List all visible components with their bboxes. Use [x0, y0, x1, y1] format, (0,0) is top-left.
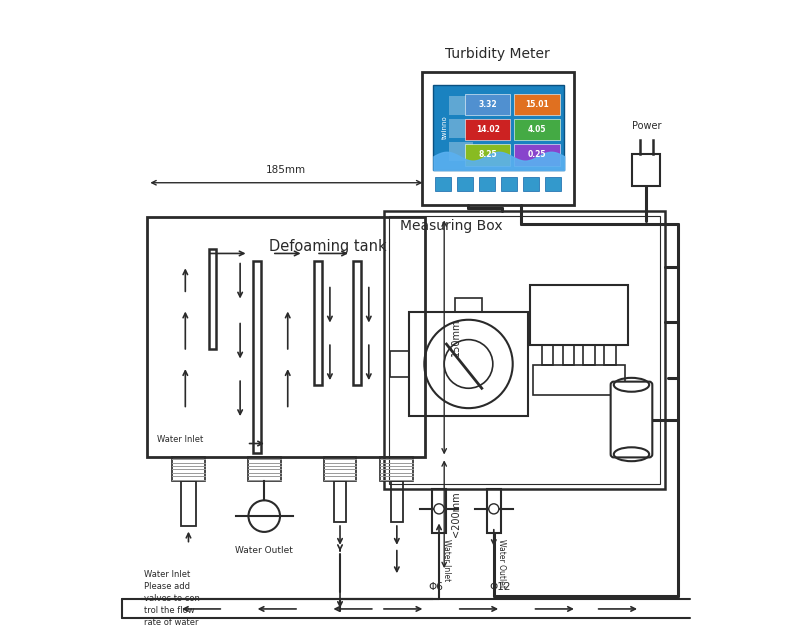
- Bar: [522, 177, 539, 191]
- Bar: [465, 119, 510, 140]
- Bar: [353, 261, 361, 385]
- Bar: [478, 177, 495, 191]
- Bar: [514, 119, 560, 140]
- Bar: [632, 155, 660, 186]
- Bar: [514, 94, 560, 115]
- Bar: [390, 482, 403, 522]
- Text: 4.05: 4.05: [528, 125, 546, 134]
- Bar: [334, 482, 346, 522]
- Circle shape: [434, 504, 444, 514]
- Text: 15.01: 15.01: [525, 100, 549, 109]
- Bar: [384, 211, 665, 489]
- Bar: [454, 298, 482, 312]
- Bar: [314, 261, 322, 385]
- Text: Measuring Box: Measuring Box: [400, 219, 502, 233]
- Text: Water Inlet: Water Inlet: [442, 540, 451, 582]
- Bar: [253, 261, 261, 453]
- Text: Turbidity Meter: Turbidity Meter: [446, 48, 550, 61]
- Bar: [390, 352, 409, 377]
- Bar: [172, 457, 205, 482]
- Bar: [450, 119, 474, 138]
- Text: 150mm: 150mm: [450, 319, 461, 356]
- Bar: [432, 489, 446, 533]
- Bar: [457, 177, 473, 191]
- Text: Water Inlet
Please add
valves to con-
trol the flow
rate of water: Water Inlet Please add valves to con- tr…: [144, 570, 203, 627]
- Text: Water Outlet: Water Outlet: [497, 540, 506, 589]
- Bar: [434, 85, 564, 170]
- Bar: [583, 345, 594, 365]
- Bar: [465, 144, 510, 166]
- Bar: [450, 142, 474, 161]
- Bar: [147, 218, 426, 457]
- Bar: [209, 249, 216, 350]
- Text: 3.32: 3.32: [478, 100, 497, 109]
- Bar: [248, 457, 281, 482]
- Bar: [450, 95, 474, 115]
- Text: Water Inlet: Water Inlet: [157, 435, 203, 444]
- Circle shape: [489, 504, 499, 514]
- Text: Water Outlet: Water Outlet: [235, 545, 293, 554]
- Bar: [604, 345, 615, 365]
- Bar: [534, 365, 625, 395]
- Text: 8.25: 8.25: [478, 151, 497, 160]
- Bar: [422, 72, 574, 205]
- Bar: [487, 489, 501, 533]
- Bar: [181, 482, 196, 526]
- Bar: [390, 216, 660, 484]
- Bar: [562, 345, 574, 365]
- Bar: [501, 177, 517, 191]
- Bar: [434, 177, 451, 191]
- Text: 0.25: 0.25: [528, 151, 546, 160]
- Text: Defoaming tank: Defoaming tank: [270, 239, 387, 254]
- Bar: [545, 177, 561, 191]
- Bar: [323, 457, 357, 482]
- Text: Power: Power: [631, 121, 661, 131]
- FancyBboxPatch shape: [610, 382, 652, 457]
- Bar: [530, 285, 628, 345]
- Bar: [409, 312, 529, 416]
- Bar: [381, 457, 414, 482]
- Text: Φ12: Φ12: [490, 582, 511, 592]
- Text: 14.02: 14.02: [476, 125, 500, 134]
- Text: Φ6: Φ6: [429, 582, 443, 592]
- Text: <200mm: <200mm: [450, 491, 461, 537]
- Bar: [514, 144, 560, 166]
- Text: 185mm: 185mm: [266, 166, 306, 175]
- Bar: [542, 345, 553, 365]
- Text: twinno: twinno: [442, 116, 448, 139]
- Bar: [465, 94, 510, 115]
